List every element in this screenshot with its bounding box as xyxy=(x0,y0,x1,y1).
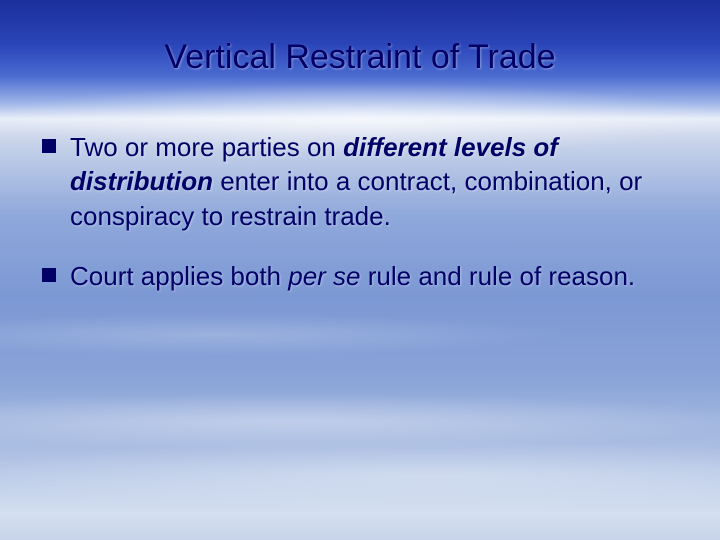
bullet-text: Two or more parties on different levels … xyxy=(70,130,672,233)
bullet-text: Court applies both per se rule and rule … xyxy=(70,259,635,293)
square-bullet-icon xyxy=(42,139,56,153)
square-bullet-icon xyxy=(42,268,56,282)
text-run: rule and rule of reason. xyxy=(361,261,636,291)
slide: Vertical Restraint of Trade Two or more … xyxy=(0,0,720,540)
text-run-emphasis: per se xyxy=(288,261,360,291)
text-run: Court applies both xyxy=(70,261,288,291)
slide-title: Vertical Restraint of Trade xyxy=(0,38,720,77)
text-run: Two or more parties on xyxy=(70,132,343,162)
bullet-item: Court applies both per se rule and rule … xyxy=(42,259,672,293)
slide-body: Two or more parties on different levels … xyxy=(42,130,672,319)
bullet-item: Two or more parties on different levels … xyxy=(42,130,672,233)
